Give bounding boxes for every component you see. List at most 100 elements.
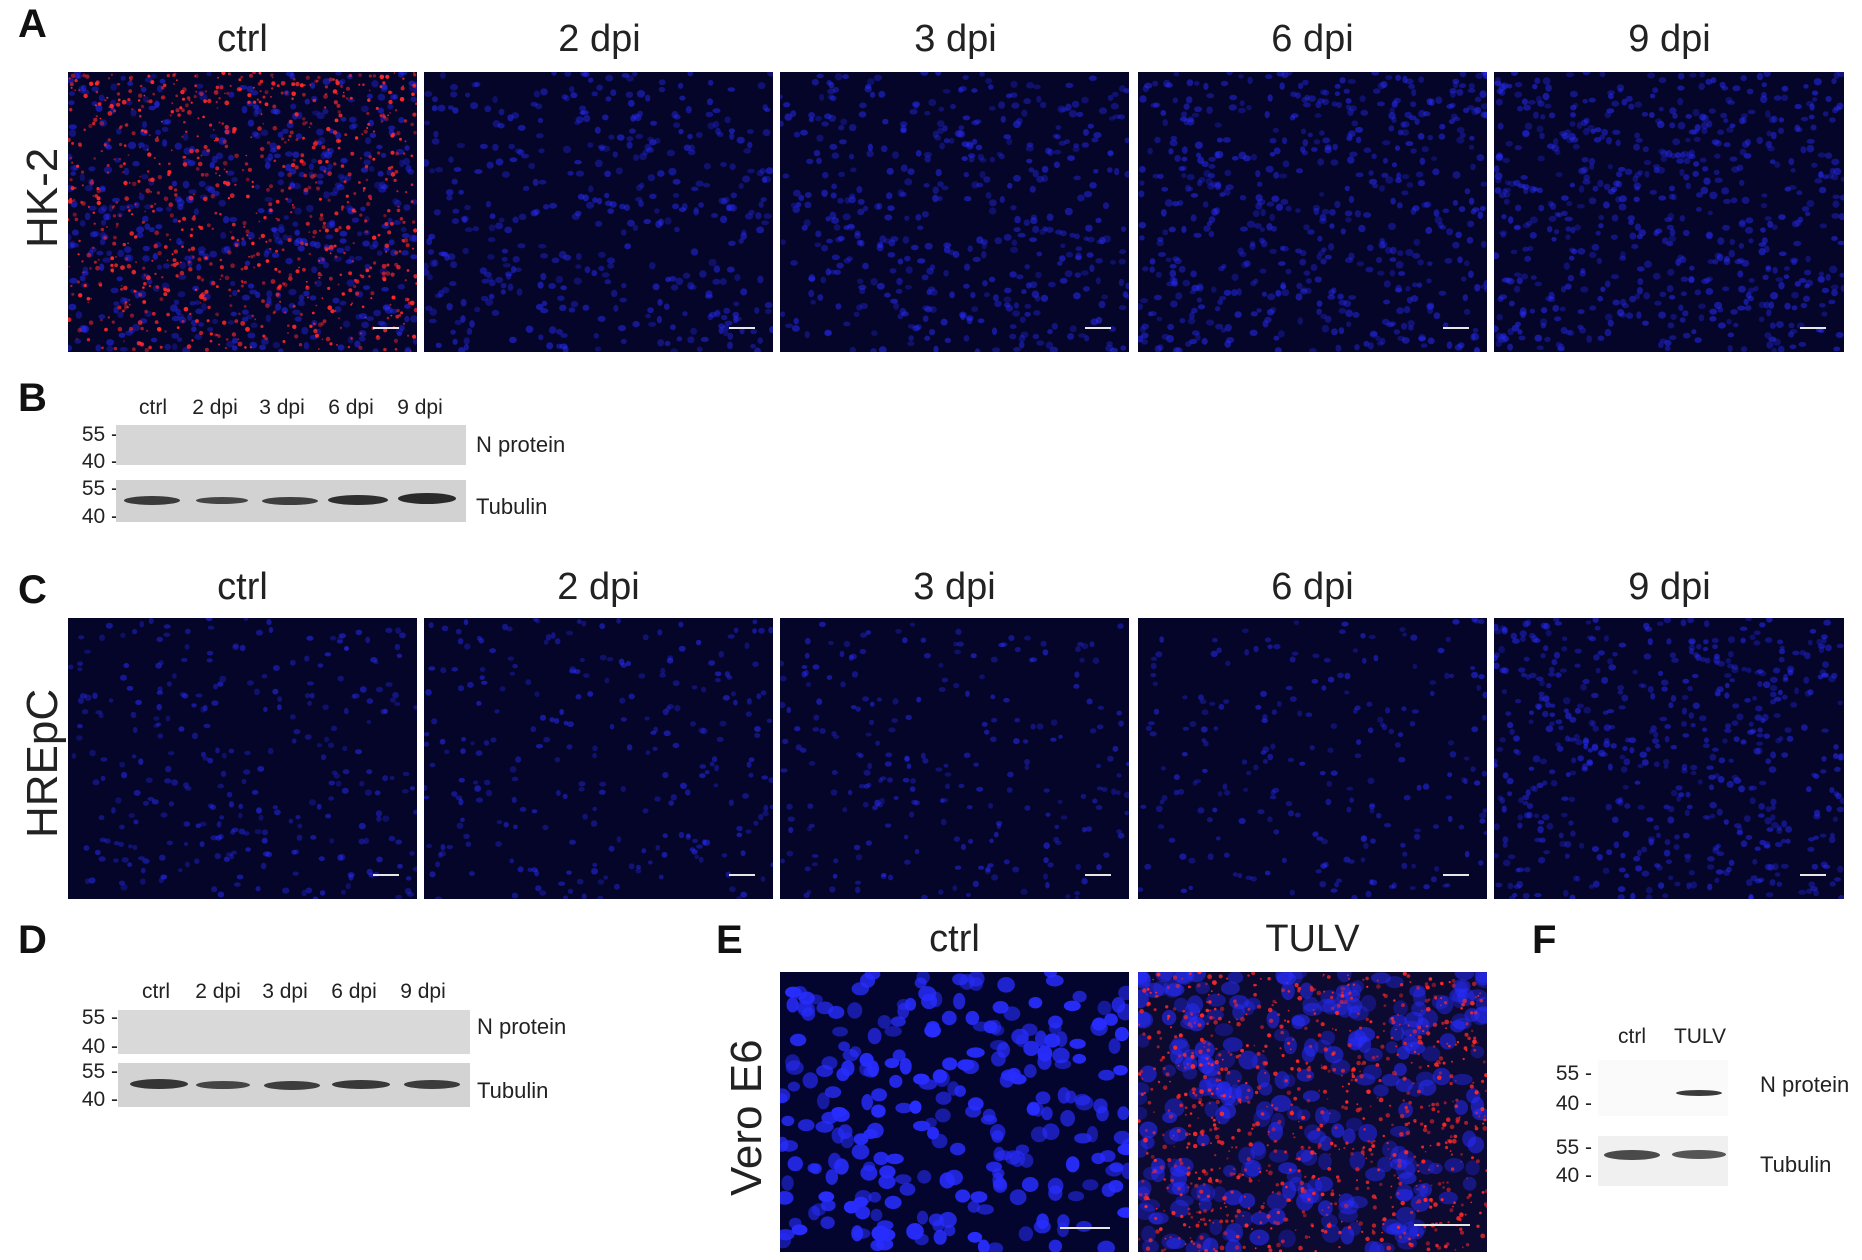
nucleus [1603, 183, 1611, 191]
nucleus [1074, 895, 1080, 899]
nucleus [1397, 335, 1406, 341]
nucleus [1548, 291, 1555, 300]
nucleus [527, 867, 533, 872]
nucleus [1057, 799, 1063, 804]
n-protein-signal [93, 222, 96, 225]
n-protein-signal [115, 225, 118, 228]
nucleus [559, 304, 567, 311]
nucleus [952, 885, 958, 891]
nucleus [839, 650, 845, 658]
nucleus [1405, 141, 1414, 147]
nucleus [1163, 79, 1171, 88]
nucleus [1043, 842, 1050, 849]
nucleus [1391, 882, 1397, 889]
n-protein-signal [343, 251, 346, 255]
nucleus [1529, 216, 1538, 224]
n-protein-signal [298, 266, 300, 269]
scale-bar [1800, 327, 1826, 329]
nucleus [1773, 696, 1782, 702]
nucleus [1737, 257, 1745, 263]
nucleus [410, 254, 417, 260]
n-protein-signal [315, 333, 319, 338]
nucleus [870, 278, 878, 286]
nucleus [1703, 620, 1710, 628]
nucleus [119, 205, 126, 211]
nucleus [1476, 684, 1482, 691]
column-title: 6 dpi [1271, 566, 1354, 608]
nucleus [364, 263, 371, 270]
n-protein-signal [270, 96, 272, 98]
n-protein-signal [113, 346, 118, 351]
nucleus [1033, 84, 1041, 90]
nucleus [1073, 683, 1080, 689]
n-protein-signal [68, 77, 71, 80]
nucleus [1114, 167, 1120, 176]
nucleus [1656, 120, 1665, 129]
nucleus [1331, 328, 1338, 336]
nucleus [1468, 197, 1475, 205]
nucleus [1003, 859, 1010, 865]
nucleus [1375, 335, 1381, 342]
nucleus [1319, 130, 1325, 136]
n-protein-signal [129, 75, 134, 80]
n-protein-signal [324, 85, 328, 89]
nucleus [574, 120, 581, 125]
nucleus [1581, 156, 1589, 163]
nucleus [1774, 872, 1781, 877]
nucleus [1789, 328, 1798, 334]
nucleus [1499, 737, 1506, 743]
nucleus [1259, 227, 1265, 232]
nucleus [1645, 746, 1651, 752]
nucleus [964, 196, 972, 202]
nucleus [604, 200, 613, 207]
nucleus [1123, 88, 1129, 94]
nucleus [1089, 264, 1095, 273]
nucleus [68, 129, 77, 137]
nucleus [917, 258, 926, 264]
nucleus [1724, 256, 1730, 262]
scale-bar [1443, 874, 1469, 876]
band [124, 496, 180, 505]
n-protein-signal [383, 328, 388, 333]
nucleus [754, 732, 761, 739]
nucleus [1214, 151, 1220, 159]
nucleus [920, 637, 927, 643]
nucleus [740, 891, 748, 898]
nucleus [481, 680, 488, 685]
n-protein-signal [347, 345, 351, 349]
n-protein-signal [314, 281, 317, 284]
nucleus [117, 311, 124, 318]
nucleus [543, 736, 551, 743]
n-protein-signal [342, 94, 346, 98]
nucleus [1778, 648, 1786, 655]
n-protein-signal [98, 283, 103, 287]
nucleus [1781, 94, 1788, 101]
nucleus [195, 83, 204, 89]
nucleus [583, 114, 591, 123]
nucleus [1339, 77, 1346, 84]
nucleus [1231, 289, 1238, 297]
nucleus [1418, 336, 1426, 342]
n-protein-signal [195, 319, 199, 323]
nucleus [890, 298, 898, 304]
nucleus [701, 686, 707, 693]
n-protein-signal [336, 92, 339, 95]
nucleus [819, 728, 826, 734]
nucleus [1277, 330, 1285, 338]
nucleus [1198, 694, 1204, 701]
nucleus [306, 681, 314, 686]
nucleus [1734, 823, 1742, 829]
n-protein-signal [364, 316, 367, 319]
n-protein-signal [76, 337, 78, 340]
nucleus [1766, 827, 1774, 832]
nucleus [1443, 322, 1449, 328]
nucleus [882, 118, 889, 125]
nucleus [1153, 102, 1161, 108]
n-protein-signal [328, 244, 334, 250]
nucleus [1225, 660, 1231, 667]
n-protein-signal [232, 129, 236, 134]
nucleus [401, 789, 409, 794]
nucleus [578, 781, 586, 787]
nucleus [329, 635, 337, 641]
nucleus [1482, 691, 1487, 699]
